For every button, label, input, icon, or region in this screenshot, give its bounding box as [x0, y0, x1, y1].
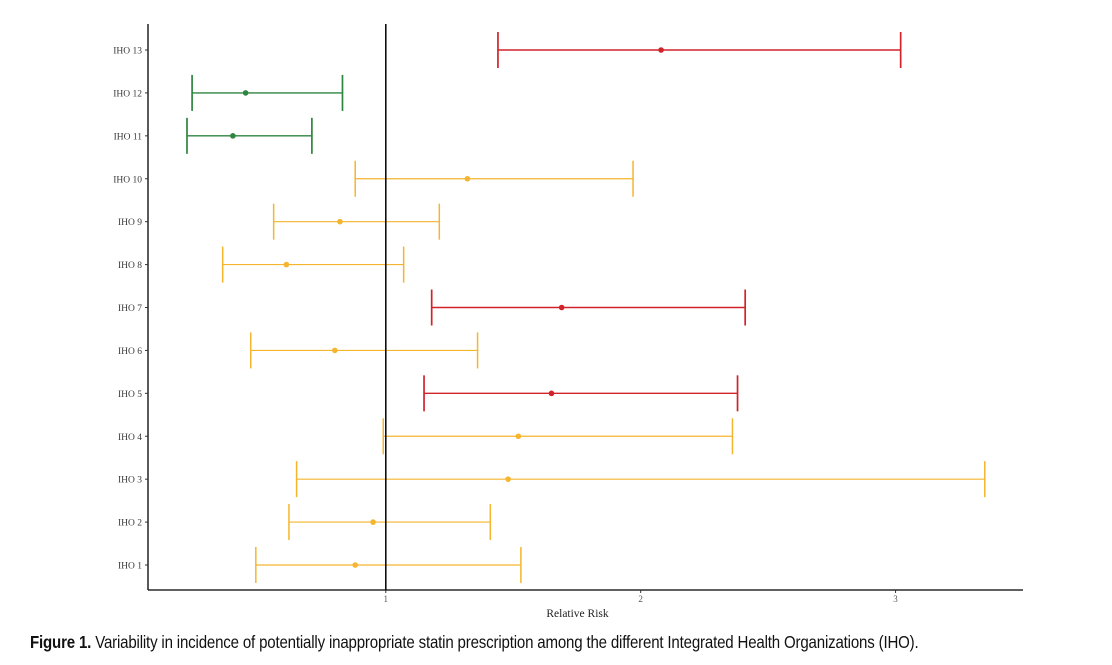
y-tick-label: IHO 6 — [118, 347, 142, 357]
y-tick-label: IHO 1 — [118, 562, 142, 572]
estimate-row — [288, 504, 492, 541]
estimate-row — [255, 547, 522, 583]
estimate-row — [497, 32, 902, 68]
estimate-row — [249, 332, 479, 369]
y-tick-label: IHO 7 — [118, 304, 142, 314]
point-estimate — [548, 390, 555, 397]
y-tick-label: IHO 5 — [118, 390, 142, 400]
x-tick-label: 1 — [384, 594, 389, 604]
point-estimate — [370, 519, 376, 525]
estimate-row — [295, 461, 986, 498]
point-estimate — [515, 433, 522, 440]
y-tick-label: IHO 13 — [113, 47, 142, 57]
estimate-row — [191, 74, 344, 111]
point-estimate — [230, 133, 236, 139]
y-tick-label: IHO 2 — [118, 519, 142, 529]
y-axis-ticks: IHO 1 IHO 2 IHO 3 IHO 4 IHO 5 IHO 6 IHO 7 IHO 8… — [113, 47, 148, 572]
point-estimate — [558, 304, 565, 311]
y-tick-label: IHO 3 — [118, 476, 142, 486]
y-tick-label: IHO 10 — [113, 175, 142, 185]
y-tick-label: IHO 4 — [118, 433, 142, 443]
x-tick-label: 2 — [638, 594, 643, 604]
y-tick-label: IHO 9 — [118, 218, 142, 228]
point-estimate — [464, 175, 471, 182]
forest-plot: IHO 1 IHO 2 IHO 3 IHO 4 IHO 5 IHO 6 IHO 7 IHO 8… — [113, 24, 1023, 620]
estimate-row — [186, 117, 313, 154]
x-tick-label: 3 — [893, 594, 898, 604]
point-estimate — [283, 261, 290, 268]
y-tick-label: IHO 12 — [113, 89, 142, 99]
estimate-row — [272, 203, 441, 240]
y-tick-label: IHO 11 — [114, 132, 143, 142]
estimate-row — [423, 375, 739, 412]
point-estimate — [242, 90, 249, 96]
y-tick-label: IHO 8 — [118, 261, 142, 271]
x-axis-ticks: 1 2 3 — [384, 590, 898, 604]
point-estimate — [332, 347, 338, 354]
estimate-row — [354, 160, 634, 197]
point-estimate — [337, 218, 343, 225]
estimate-row — [430, 289, 747, 326]
x-axis-title: Relative Risk — [546, 608, 609, 620]
caption-label: Figure 1. — [30, 632, 92, 652]
figure-caption: Figure 1. Variability in incidence of po… — [30, 632, 959, 653]
estimate-row — [221, 246, 405, 283]
point-estimate — [352, 562, 359, 568]
plot-marks — [186, 32, 986, 583]
point-estimate — [658, 47, 664, 53]
caption-text: Variability in incidence of potentially … — [91, 632, 919, 652]
point-estimate — [505, 476, 511, 482]
estimate-row — [382, 418, 734, 455]
